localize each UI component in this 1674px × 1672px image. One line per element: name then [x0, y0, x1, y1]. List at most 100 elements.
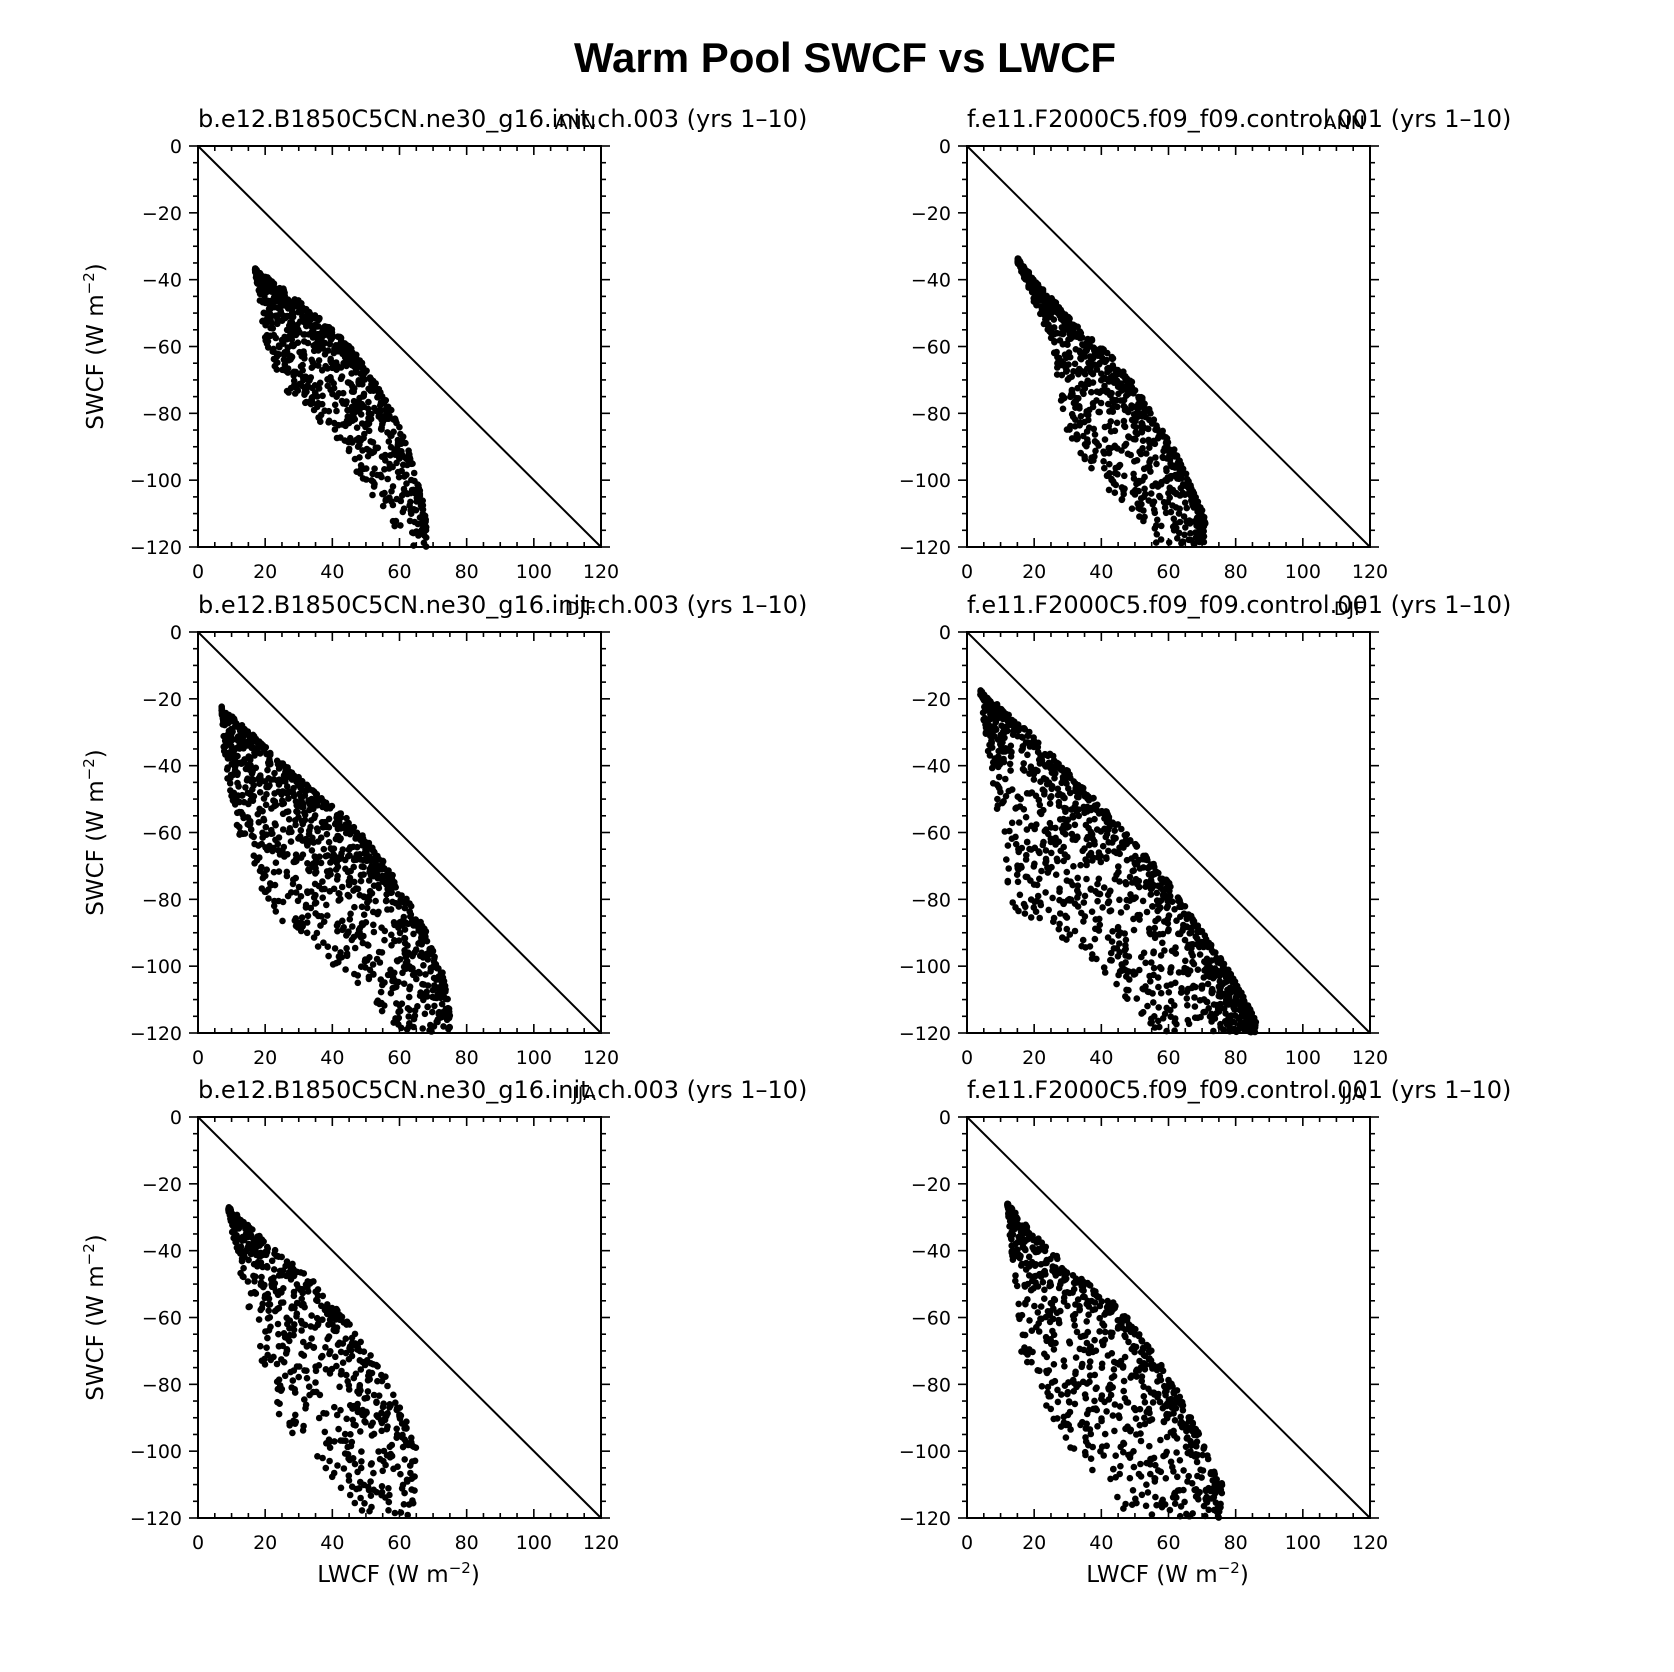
scatter-point [1050, 768, 1057, 776]
scatter-point [283, 872, 291, 880]
scatter-point [275, 1410, 283, 1418]
scatter-point [358, 1458, 365, 1465]
scatter-point [1027, 764, 1035, 772]
scatter-point [1169, 463, 1176, 471]
scatter-point [1178, 473, 1185, 481]
scatter-point [256, 750, 264, 757]
scatter-point [1110, 834, 1117, 841]
scatter-point [1206, 969, 1213, 976]
scatter-point [336, 1383, 343, 1391]
panel-title: f.e11.F2000C5.f09_f09.control.001 (yrs 1… [967, 591, 1511, 619]
scatter-point [346, 874, 354, 882]
scatter-point [340, 400, 347, 407]
scatter-point [354, 979, 362, 987]
scatter-point [1048, 782, 1056, 790]
scatter-point [1127, 891, 1134, 898]
scatter-point [308, 1312, 315, 1319]
scatter-point [1027, 914, 1035, 921]
scatter-point [345, 881, 353, 889]
scatter-point [1083, 835, 1091, 843]
scatter-point [303, 929, 311, 937]
scatter-point [300, 351, 308, 359]
scatter-point [355, 434, 363, 442]
scatter-point [1012, 840, 1020, 848]
scatter-point [1111, 827, 1118, 834]
scatter-point [266, 1314, 274, 1321]
scatter-point [302, 835, 310, 843]
scatter-point [1173, 917, 1180, 924]
scatter-point [1054, 791, 1062, 799]
scatter-point [274, 1320, 282, 1328]
scatter-point [1051, 338, 1058, 345]
scatter-point [328, 359, 336, 367]
scatter-point [243, 777, 251, 784]
scatter-point [367, 871, 375, 879]
scatter-point [265, 886, 272, 893]
scatter-point [1123, 973, 1130, 980]
scatter-point [314, 399, 322, 407]
scatter-point [407, 489, 415, 497]
scatter-point [226, 754, 233, 762]
scatter-point [310, 839, 317, 846]
scatter-point [308, 322, 315, 330]
scatter-point [1017, 795, 1024, 803]
scatter-point [1190, 500, 1198, 507]
scatter-point [1174, 462, 1181, 470]
scatter-point [389, 984, 397, 992]
scatter-point [307, 817, 315, 824]
scatter-point [1168, 947, 1176, 955]
scatter-point [285, 816, 293, 823]
scatter-point [1175, 529, 1183, 537]
scatter-point [1147, 930, 1154, 938]
scatter-point [376, 390, 384, 397]
scatter-point [1004, 842, 1012, 849]
scatter-point [1022, 903, 1029, 911]
scatter-point [1144, 864, 1152, 872]
scatter-point [1175, 969, 1183, 976]
scatter-point [387, 989, 395, 997]
season-label: ANN [555, 112, 596, 134]
scatter-point [1018, 747, 1025, 754]
scatter-point [313, 800, 321, 807]
scatter-point [387, 406, 395, 414]
scatter-point [1151, 1024, 1159, 1031]
scatter-points [1014, 255, 1209, 548]
y-tick-label: −20 [911, 203, 951, 225]
scatter-point [357, 465, 365, 473]
scatter-point [305, 377, 313, 385]
scatter-point [1051, 349, 1058, 357]
scatter-point [1130, 867, 1137, 874]
scatter-point [224, 764, 231, 771]
scatter-point [296, 380, 304, 388]
scatter-point [267, 324, 274, 332]
scatter-point [335, 1425, 342, 1433]
y-tick-label: 0 [170, 136, 182, 158]
scatter-point [1047, 794, 1054, 801]
scatter-point [1021, 910, 1029, 917]
scatter-point [419, 1025, 427, 1032]
scatter-point [436, 986, 443, 993]
scatter-point [245, 800, 252, 808]
scatter-point [247, 762, 254, 769]
scatter-point [397, 522, 404, 529]
scatter-point [1192, 494, 1199, 501]
reference-line [966, 631, 1371, 1034]
scatter-point [1075, 330, 1083, 337]
scatter-point [1004, 877, 1012, 885]
scatter-point [1184, 480, 1191, 487]
scatter-point [262, 823, 270, 831]
scatter-point [324, 872, 332, 880]
scatter-point [1050, 757, 1058, 764]
scatter-point [1121, 472, 1128, 480]
scatter-point [1183, 995, 1191, 1002]
scatter-point [1155, 433, 1163, 440]
scatter-point [333, 1327, 340, 1335]
scatter-point [285, 357, 292, 364]
scatter-point [1199, 521, 1206, 528]
scatter-point [258, 863, 265, 871]
scatter-point [1132, 841, 1139, 848]
scatter-point [381, 979, 388, 986]
scatter-point [284, 892, 292, 900]
scatter-point [312, 910, 319, 917]
scatter-point [406, 455, 414, 463]
